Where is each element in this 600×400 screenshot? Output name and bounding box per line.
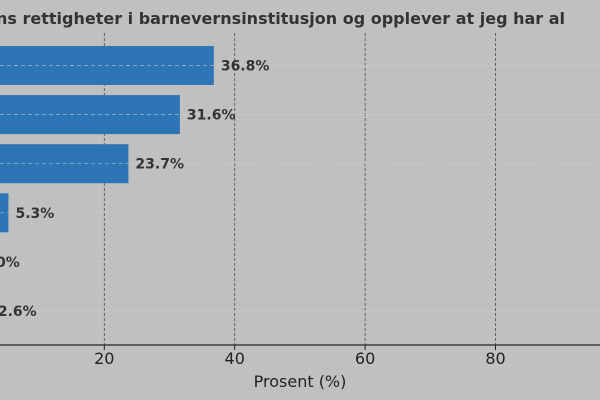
x-tick-label: 60	[355, 349, 375, 368]
bar-value-label: 2.6%	[0, 304, 37, 320]
bar-value-label: 31.6%	[187, 108, 236, 124]
x-tick-label: 80	[485, 349, 505, 368]
x-tick-label: 40	[225, 349, 245, 368]
bar-value-label: 5.3%	[15, 206, 54, 222]
chart-title: ns rettigheter i barnevernsinstitusjon o…	[0, 9, 565, 28]
bar-value-label: 0.0%	[0, 255, 20, 271]
grid-layer	[103, 33, 496, 345]
x-tick-label: 20	[94, 349, 114, 368]
horizontal-grid-layer	[0, 65, 600, 312]
x-axis-label: Prosent (%)	[254, 372, 347, 391]
x-ticks-layer: 20 40 60 80	[94, 345, 506, 368]
bar-value-label: 23.7%	[135, 157, 184, 173]
bar-value-label: 36.8%	[221, 59, 270, 75]
data-labels-layer: 36.8% 31.6% 23.7% 5.3% 0.0% 2.6%	[0, 59, 269, 321]
bars-layer	[0, 46, 214, 233]
bar	[0, 95, 180, 135]
bar	[0, 193, 9, 233]
